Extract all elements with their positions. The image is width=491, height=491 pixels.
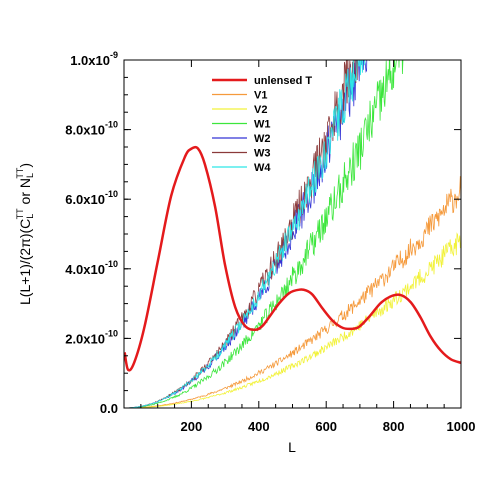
series-line-w3 [124, 60, 358, 408]
legend-label: W3 [254, 148, 271, 160]
series-line-w4 [124, 60, 366, 408]
series-line-w2 [124, 60, 370, 408]
y-axis-label-sup: TT [15, 208, 25, 219]
series-line-v1 [124, 176, 461, 408]
y-tick-label: 2.0x10-10 [65, 328, 118, 346]
legend: unlensed T V1 V2 W1 W2 W3 W4 [212, 75, 312, 174]
y-axis-label-sup: TT [15, 167, 25, 178]
legend-label: V2 [254, 104, 267, 116]
x-tick-label: 800 [383, 419, 405, 434]
y-axis-label-part: ) [17, 163, 33, 168]
legend-label: W4 [254, 162, 271, 174]
y-axis-label-part: L(L+1)/(2π)(C [17, 219, 33, 305]
y-tick-label: 6.0x10-10 [65, 189, 118, 207]
legend-label: W1 [254, 119, 271, 131]
y-tick-label: 4.0x10-10 [65, 259, 118, 277]
legend-label: W2 [254, 133, 271, 145]
y-axis-label-sub: L [25, 214, 35, 219]
series-line-v2 [124, 232, 461, 408]
legend-label: V1 [254, 90, 267, 102]
x-axis-label: L [288, 439, 296, 455]
y-tick-label: 1.0x10-9 [70, 50, 118, 68]
y-tick-label: 8.0x10-10 [65, 120, 118, 138]
x-tick-label: 600 [315, 419, 337, 434]
series-layer [124, 60, 461, 408]
ticks-layer: 200 400 600 800 1000 0.0 2.0x10-10 4.0x10-10 6.0… [65, 50, 475, 434]
x-tick-label: 400 [248, 419, 270, 434]
legend-label: unlensed T [254, 75, 312, 87]
y-axis-label: L(L+1)/(2π)(CLTT or NLTT) [15, 163, 35, 305]
y-axis-label-sub: L [25, 173, 35, 178]
x-tick-label: 1000 [447, 419, 476, 434]
series-line-w1 [124, 60, 404, 408]
y-axis-label-part: or N [17, 178, 33, 208]
series-line-unlensed-t [124, 145, 461, 372]
x-tick-label: 200 [181, 419, 203, 434]
y-tick-label: 0.0 [100, 401, 118, 416]
